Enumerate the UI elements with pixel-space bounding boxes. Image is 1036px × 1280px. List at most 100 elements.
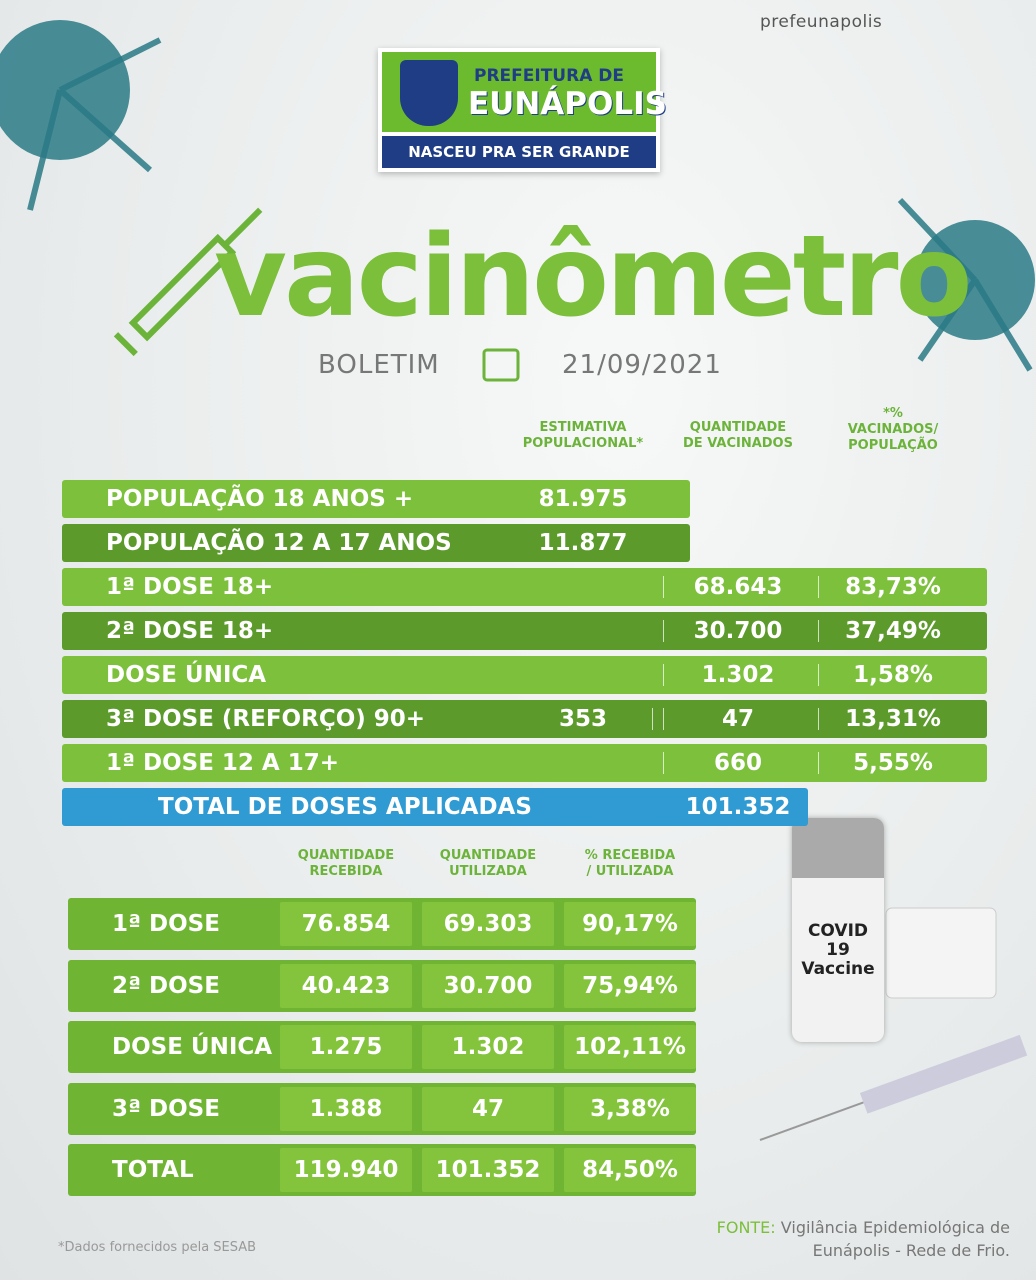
- logo-bg: PREFEITURA DE EUNÁPOLIS: [382, 52, 667, 132]
- cell-value: 1.302: [451, 1034, 525, 1060]
- cell-value: 1.388: [309, 1095, 383, 1122]
- row-value: 68.643: [693, 574, 783, 600]
- total-value: 101.352: [685, 794, 791, 820]
- column-header: *% VACINADOS/ POPULAÇÃO: [847, 406, 939, 453]
- social-handle: prefeunapolis: [760, 12, 883, 32]
- cell-value: 76.854: [301, 911, 391, 937]
- separator: [818, 664, 819, 686]
- column-header: QUANTIDADE UTILIZADA: [439, 848, 537, 879]
- table-row: [62, 524, 690, 562]
- cell-value: 3,38%: [590, 1095, 670, 1122]
- cell-bg: [422, 1086, 554, 1131]
- cell-value: 47: [471, 1095, 504, 1122]
- cell-value: 69.303: [443, 911, 533, 937]
- row-value: 30.700: [693, 618, 783, 644]
- cell-bg: [280, 963, 412, 1008]
- source: FONTE: Vigilância Epidemiológica de Euná…: [660, 1216, 1010, 1262]
- cell-bg: [564, 902, 696, 946]
- separator: [663, 708, 664, 730]
- row-label: 2ª DOSE 18+: [106, 618, 274, 644]
- footnote: *Dados fornecidos pela SESAB: [58, 1240, 257, 1255]
- table-row: [62, 744, 987, 782]
- cell-value: 119.940: [293, 1157, 399, 1183]
- row-label: POPULAÇÃO 18 ANOS +: [106, 486, 414, 512]
- row-value: 37,49%: [845, 618, 941, 644]
- separator: [818, 620, 819, 642]
- row-value: 47: [721, 706, 754, 732]
- column-header: QUANTIDADE DE VACINADOS: [683, 420, 793, 451]
- row-value: 5,55%: [853, 750, 933, 776]
- vaccine-vial: COVID 19 Vaccine: [792, 818, 884, 1042]
- cell-bg: [280, 1025, 412, 1069]
- row-label: TOTAL: [112, 1157, 194, 1183]
- row-value: 660: [713, 750, 762, 776]
- logo-line: PREFEITURA DE: [474, 66, 625, 86]
- row-value: 1.302: [701, 662, 775, 688]
- row-value: 11.877: [538, 530, 628, 556]
- bulletin-label: BOLETIM: [318, 350, 440, 380]
- cell-value: 1.275: [309, 1034, 383, 1060]
- row-label: 3ª DOSE (REFORÇO) 90+: [106, 706, 426, 732]
- cell-value: 30.700: [443, 972, 533, 999]
- cell-value: 101.352: [435, 1157, 541, 1183]
- column-header: QUANTIDADE RECEBIDA: [297, 848, 395, 879]
- row-value: 81.975: [538, 486, 628, 512]
- cell-bg: [422, 963, 554, 1008]
- separator: [663, 664, 664, 686]
- cell-bg: [280, 1086, 412, 1131]
- row-label: DOSE ÚNICA: [112, 1034, 273, 1060]
- row-label: 2ª DOSE: [112, 972, 220, 999]
- table-row: [62, 612, 987, 650]
- source-label: FONTE:: [716, 1218, 776, 1237]
- separator: [818, 708, 819, 730]
- separator: [652, 708, 653, 730]
- row-value: 13,31%: [845, 706, 941, 732]
- logo-slogan: NASCEU PRA SER GRANDE: [382, 136, 656, 168]
- logo-name: EUNÁPOLIS: [468, 86, 667, 122]
- cell-bg: [422, 1025, 554, 1069]
- cell-bg: [564, 963, 696, 1008]
- source-text: Vigilância Epidemiológica de Eunápolis -…: [780, 1218, 1010, 1260]
- row-label: DOSE ÚNICA: [106, 662, 267, 688]
- bulletin-date: 21/09/2021: [562, 350, 722, 380]
- separator: [818, 752, 819, 774]
- table-row: [62, 656, 987, 694]
- separator: [663, 620, 664, 642]
- crest: [400, 60, 458, 126]
- row-label: POPULAÇÃO 12 A 17 ANOS: [106, 530, 452, 556]
- cell-bg: [564, 1086, 696, 1131]
- separator: [818, 576, 819, 598]
- table-row: [62, 480, 690, 518]
- separator: [663, 576, 664, 598]
- cell-value: 75,94%: [582, 972, 678, 999]
- total-label: TOTAL DE DOSES APLICADAS: [158, 794, 532, 820]
- vial-cap: [792, 818, 884, 878]
- cell-value: 90,17%: [582, 911, 678, 937]
- cell-value: 84,50%: [582, 1157, 678, 1183]
- row-value: 353: [558, 706, 607, 732]
- total-row: [62, 788, 808, 826]
- cell-bg: [422, 1148, 554, 1192]
- vial-label: COVID 19 Vaccine: [801, 921, 875, 979]
- row-label: 1ª DOSE: [112, 911, 220, 937]
- cell-bg: [564, 1025, 696, 1069]
- cell-bg: [422, 902, 554, 946]
- row-label: 1ª DOSE 12 A 17+: [106, 750, 340, 776]
- row-label: 1ª DOSE 18+: [106, 574, 274, 600]
- column-header: ESTIMATIVA POPULACIONAL*: [522, 420, 644, 451]
- cell-bg: [280, 1148, 412, 1192]
- row-label: 3ª DOSE: [112, 1095, 220, 1122]
- cell-value: 40.423: [301, 972, 391, 999]
- cell-bg: [564, 1148, 696, 1192]
- row-value: 83,73%: [845, 574, 941, 600]
- cell-bg: [280, 902, 412, 946]
- row-value: 1,58%: [853, 662, 933, 688]
- logo: PREFEITURA DE EUNÁPOLIS NASCEU PRA SER G…: [378, 48, 667, 172]
- cell-value: 102,11%: [574, 1034, 686, 1060]
- column-header: % RECEBIDA / UTILIZADA: [584, 848, 676, 879]
- table-row: [62, 700, 987, 738]
- title: vacinômetro: [214, 212, 972, 342]
- table-row: [62, 568, 987, 606]
